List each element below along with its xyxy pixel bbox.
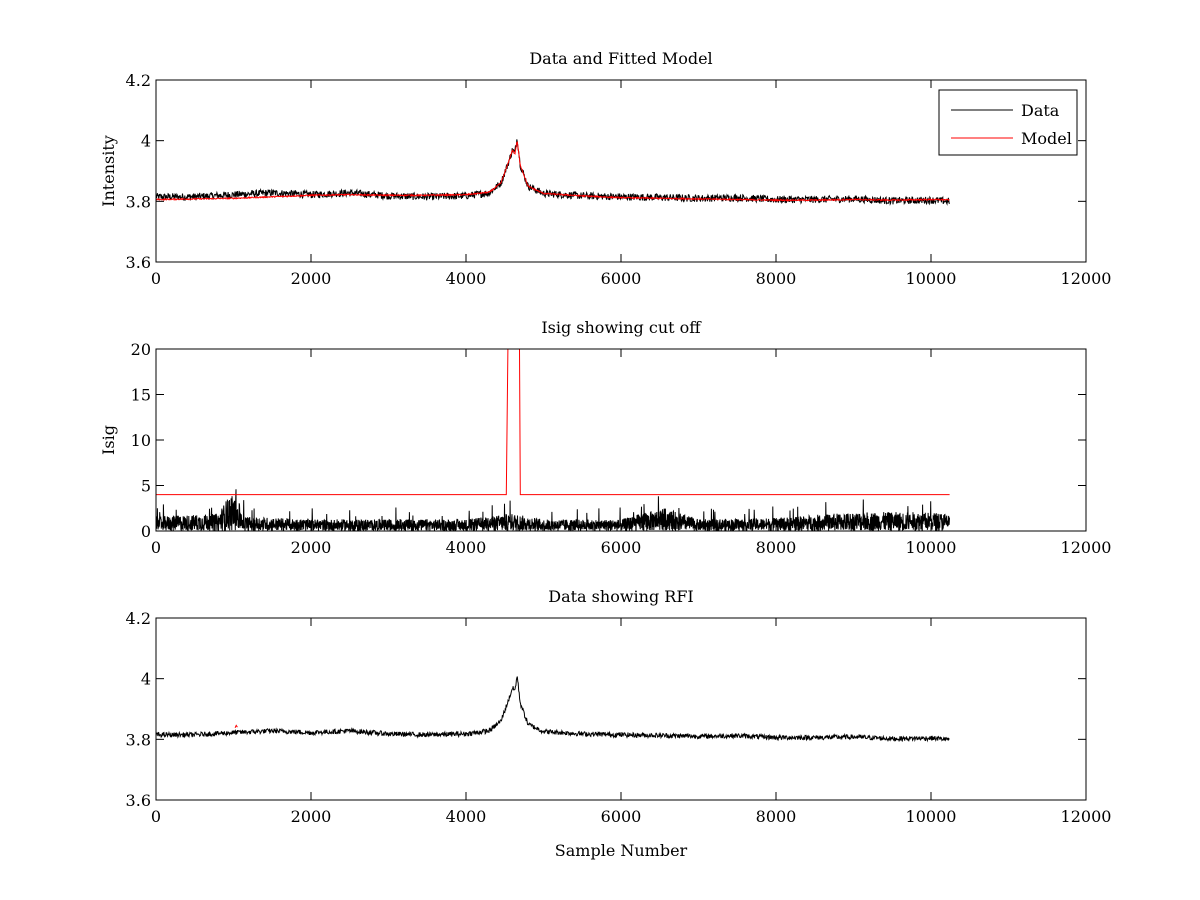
series-cutoff-line	[156, 349, 950, 496]
subplot-2: 0 2000 4000 6000 8000 10000 12000 0 5 10 15 20 Isig …	[99, 318, 1111, 557]
x-tick-label: 10000	[906, 538, 957, 557]
legend-label-model: Model	[1021, 129, 1072, 148]
y-tick-label: 4	[141, 132, 151, 151]
y-tick-label: 20	[131, 340, 151, 359]
x-tick-label: 8000	[756, 807, 797, 826]
chart-title: Data showing RFI	[548, 587, 693, 606]
x-tick-label: 4000	[446, 538, 487, 557]
x-tick-label: 2000	[291, 807, 332, 826]
y-axis-label: Intensity	[99, 135, 118, 207]
x-tick-label: 12000	[1061, 269, 1112, 288]
x-tick-label: 12000	[1061, 538, 1112, 557]
axes-box	[155, 348, 1087, 532]
y-axis-label: Isig	[99, 425, 118, 455]
x-tick-label: 6000	[601, 269, 642, 288]
series-rfi-flagged-line	[234, 724, 238, 729]
x-tick-label: 0	[151, 807, 161, 826]
series-noise-line	[156, 489, 950, 531]
x-tick-label: 6000	[601, 807, 642, 826]
y-tick-label: 5	[141, 477, 151, 496]
legend-label-data: Data	[1021, 101, 1060, 120]
y-tick-label: 3.6	[126, 253, 151, 272]
subplot-1: 0 2000 4000 6000 8000 10000 12000 3.6 3.8 4 4.2 Dat…	[99, 49, 1111, 288]
x-tick-label: 8000	[756, 269, 797, 288]
legend: Data Model	[938, 89, 1078, 156]
subplot-3: 0 2000 4000 6000 8000 10000 12000 3.6 3.8 4 4.2 Dat…	[126, 587, 1112, 860]
x-tick-label: 0	[151, 269, 161, 288]
y-tick-label: 10	[131, 431, 151, 450]
y-tick-label: 4.2	[126, 71, 151, 90]
x-tick-label: 10000	[906, 269, 957, 288]
y-tick-label: 0	[141, 522, 151, 541]
chart-title: Isig showing cut off	[541, 318, 702, 337]
y-tick-label: 3.6	[126, 791, 151, 810]
x-tick-label: 0	[151, 538, 161, 557]
x-tick-label: 6000	[601, 538, 642, 557]
legend-box	[938, 89, 1078, 156]
y-tick-label: 4	[141, 670, 151, 689]
x-tick-label: 2000	[291, 269, 332, 288]
y-tick-label: 3.8	[126, 730, 151, 749]
axes-box	[155, 617, 1087, 801]
x-tick-label: 8000	[756, 538, 797, 557]
x-axis-label: Sample Number	[555, 841, 688, 860]
x-tick-label: 4000	[446, 269, 487, 288]
x-tick-label: 4000	[446, 807, 487, 826]
series-model-line	[156, 141, 950, 202]
y-tick-label: 3.8	[126, 192, 151, 211]
y-tick-label: 15	[131, 386, 151, 405]
y-tick-label: 4.2	[126, 609, 151, 628]
x-tick-label: 12000	[1061, 807, 1112, 826]
x-tick-label: 10000	[906, 807, 957, 826]
series-line-line	[156, 676, 950, 743]
series-data-line	[156, 139, 950, 206]
chart-title: Data and Fitted Model	[529, 49, 712, 68]
x-tick-label: 2000	[291, 538, 332, 557]
